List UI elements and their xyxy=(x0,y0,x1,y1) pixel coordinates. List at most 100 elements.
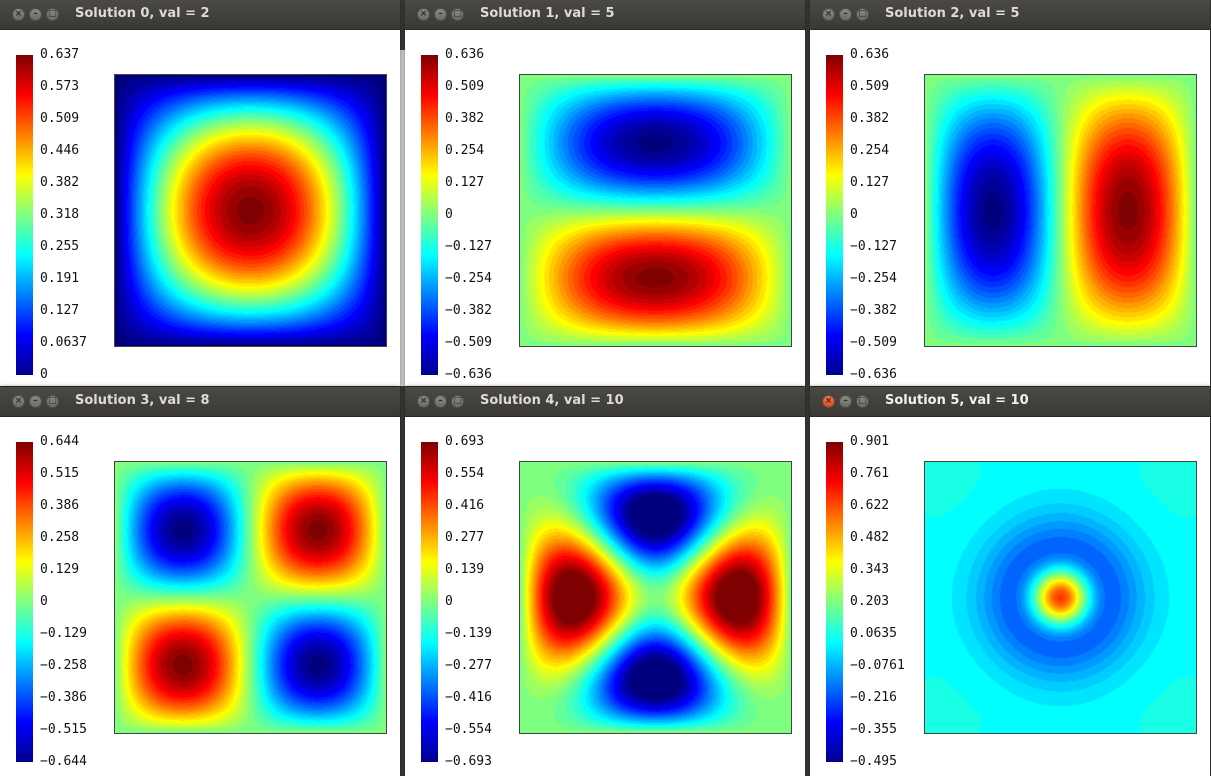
minimize-icon[interactable]: – xyxy=(434,8,447,21)
colorbar-tick: 0.258 xyxy=(40,530,80,545)
colorbar-tick: 0.637 xyxy=(40,47,80,62)
window-title: Solution 0, val = 2 xyxy=(75,6,210,21)
solution-window-4[interactable]: × – □ Solution 4, val = 10 0.693 0.554 0… xyxy=(405,387,805,776)
colorbar-tick: −0.355 xyxy=(850,722,897,737)
colorbar-tick: −0.382 xyxy=(850,303,897,318)
colorbar-tick: −0.277 xyxy=(445,658,492,673)
maximize-icon[interactable]: □ xyxy=(451,8,464,21)
colorbar-tick: −0.254 xyxy=(445,271,492,286)
maximize-icon[interactable]: □ xyxy=(46,395,59,408)
colorbar-tick: −0.515 xyxy=(40,722,87,737)
close-icon[interactable]: × xyxy=(12,395,25,408)
colorbar-tick: 0.515 xyxy=(40,466,80,481)
window-title: Solution 3, val = 8 xyxy=(75,393,210,408)
close-icon[interactable]: × xyxy=(12,8,25,21)
window-title: Solution 1, val = 5 xyxy=(480,6,615,21)
colorbar-tick: 0.254 xyxy=(850,143,890,158)
solution-window-0[interactable]: × – □ Solution 0, val = 2 0.637 0.573 0.… xyxy=(0,0,400,386)
colorbar-tick: 0.554 xyxy=(445,466,485,481)
solution-heatmap xyxy=(114,461,387,734)
colorbar-tick: 0.446 xyxy=(40,143,80,158)
colorbar-tick: 0.318 xyxy=(40,207,80,222)
colorbar-tick: 0.482 xyxy=(850,530,890,545)
window-titlebar[interactable]: × – □ Solution 3, val = 8 xyxy=(0,387,400,417)
solution-window-5[interactable]: × – □ Solution 5, val = 10 0.901 0.761 0… xyxy=(810,387,1210,776)
solution-window-3[interactable]: × – □ Solution 3, val = 8 0.644 0.515 0.… xyxy=(0,387,400,776)
colorbar-tick: −0.636 xyxy=(850,367,897,382)
colorbar-tick: −0.693 xyxy=(445,754,492,769)
colorbar-tick: 0.127 xyxy=(445,175,485,190)
colorbar-tick: 0 xyxy=(850,207,858,222)
colorbar-tick: 0.343 xyxy=(850,562,890,577)
colorbar-tick: −0.258 xyxy=(40,658,87,673)
close-icon[interactable]: × xyxy=(417,8,430,21)
window-title: Solution 2, val = 5 xyxy=(885,6,1020,21)
maximize-icon[interactable]: □ xyxy=(856,395,869,408)
colorbar-tick: 0.636 xyxy=(445,47,485,62)
colorbar-tick: 0 xyxy=(40,594,48,609)
colorbar xyxy=(421,55,438,375)
close-icon[interactable]: × xyxy=(822,8,835,21)
colorbar xyxy=(826,55,843,375)
colorbar-tick: −0.0761 xyxy=(850,658,905,673)
minimize-icon[interactable]: – xyxy=(29,395,42,408)
colorbar-tick: 0.382 xyxy=(850,111,890,126)
solution-window-2[interactable]: × – □ Solution 2, val = 5 0.636 0.509 0.… xyxy=(810,0,1210,386)
colorbar-tick: −0.127 xyxy=(445,239,492,254)
colorbar-tick: 0 xyxy=(40,367,48,382)
colorbar-tick: 0.573 xyxy=(40,79,80,94)
colorbar xyxy=(16,442,33,762)
close-icon[interactable]: × xyxy=(822,395,835,408)
colorbar-tick: 0.622 xyxy=(850,498,890,513)
window-titlebar[interactable]: × – □ Solution 1, val = 5 xyxy=(405,0,805,30)
window-titlebar[interactable]: × – □ Solution 4, val = 10 xyxy=(405,387,805,417)
colorbar-tick: −0.139 xyxy=(445,626,492,641)
colorbar-tick: 0 xyxy=(445,594,453,609)
colorbar-tick: 0.509 xyxy=(850,79,890,94)
minimize-icon[interactable]: – xyxy=(434,395,447,408)
window-titlebar[interactable]: × – □ Solution 5, val = 10 xyxy=(810,387,1210,417)
window-titlebar[interactable]: × – □ Solution 2, val = 5 xyxy=(810,0,1210,30)
colorbar-tick: −0.644 xyxy=(40,754,87,769)
colorbar-tick: −0.129 xyxy=(40,626,87,641)
colorbar-tick: 0.644 xyxy=(40,434,80,449)
colorbar-tick: 0 xyxy=(445,207,453,222)
colorbar-tick: 0.636 xyxy=(850,47,890,62)
maximize-icon[interactable]: □ xyxy=(856,8,869,21)
colorbar-tick: 0.509 xyxy=(40,111,80,126)
colorbar xyxy=(16,55,33,375)
background-window-strip xyxy=(400,50,405,386)
colorbar-tick: 0.901 xyxy=(850,434,890,449)
solution-window-1[interactable]: × – □ Solution 1, val = 5 0.636 0.509 0.… xyxy=(405,0,805,386)
colorbar-tick: −0.216 xyxy=(850,690,897,705)
close-icon[interactable]: × xyxy=(417,395,430,408)
colorbar xyxy=(421,442,438,762)
maximize-icon[interactable]: □ xyxy=(46,8,59,21)
colorbar-tick: 0.0637 xyxy=(40,335,87,350)
window-titlebar[interactable]: × – □ Solution 0, val = 2 xyxy=(0,0,400,30)
solution-heatmap xyxy=(519,74,792,347)
colorbar-tick: 0.127 xyxy=(850,175,890,190)
colorbar-tick: −0.509 xyxy=(850,335,897,350)
colorbar-tick: −0.127 xyxy=(850,239,897,254)
colorbar-tick: −0.495 xyxy=(850,754,897,769)
minimize-icon[interactable]: – xyxy=(29,8,42,21)
window-title: Solution 4, val = 10 xyxy=(480,393,624,408)
colorbar-tick: 0.129 xyxy=(40,562,80,577)
window-title: Solution 5, val = 10 xyxy=(885,393,1029,408)
colorbar-tick: 0.382 xyxy=(445,111,485,126)
maximize-icon[interactable]: □ xyxy=(451,395,464,408)
colorbar-tick: −0.382 xyxy=(445,303,492,318)
colorbar-tick: −0.554 xyxy=(445,722,492,737)
colorbar-tick: 0.139 xyxy=(445,562,485,577)
colorbar-tick: 0.761 xyxy=(850,466,890,481)
colorbar-tick: 0.277 xyxy=(445,530,485,545)
minimize-icon[interactable]: – xyxy=(839,8,852,21)
colorbar-tick: 0.693 xyxy=(445,434,485,449)
colorbar-tick: 0.254 xyxy=(445,143,485,158)
colorbar-tick: 0.0635 xyxy=(850,626,897,641)
minimize-icon[interactable]: – xyxy=(839,395,852,408)
colorbar-tick: −0.509 xyxy=(445,335,492,350)
solution-heatmap xyxy=(519,461,792,734)
colorbar-tick: −0.254 xyxy=(850,271,897,286)
